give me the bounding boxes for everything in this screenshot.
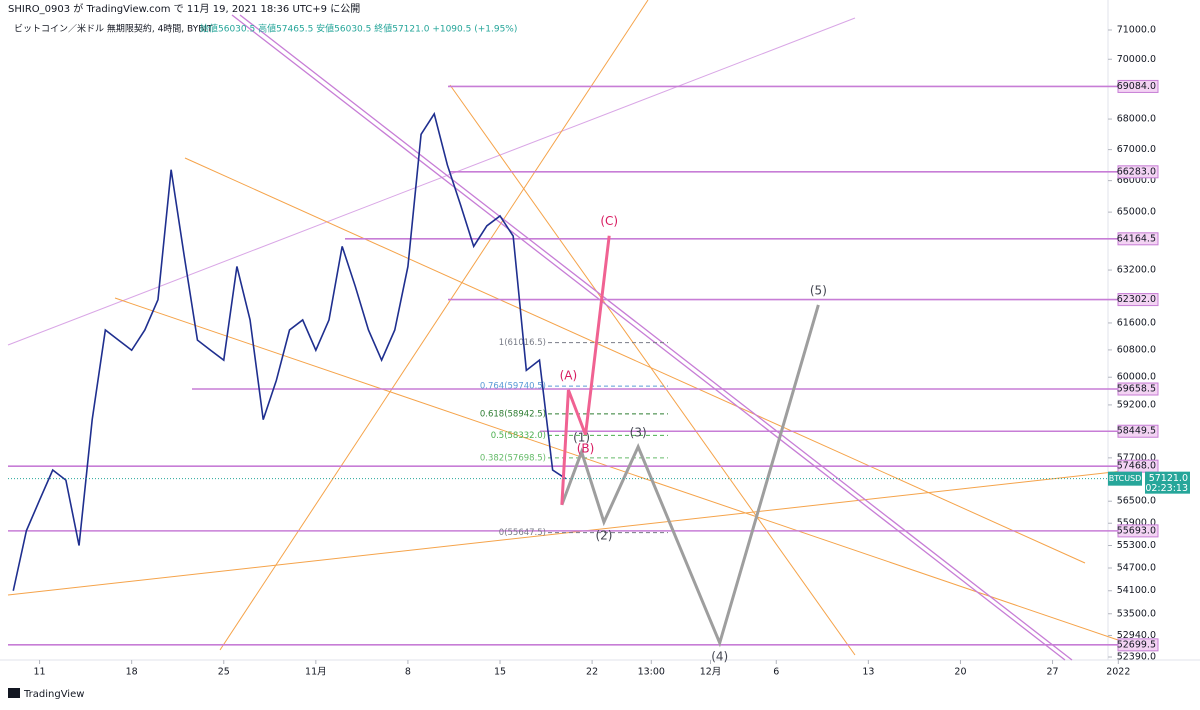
y-tick-label: 54700.0 bbox=[1117, 562, 1156, 573]
trend-line bbox=[231, 14, 1066, 661]
level-tag bbox=[1117, 232, 1159, 246]
level-label: 57468.0 bbox=[1117, 461, 1156, 472]
ohlc: 始値56030.5 高値57465.5 安値56030.5 終値57121.0 … bbox=[200, 23, 517, 35]
y-tick-label: 55900.0 bbox=[1117, 518, 1156, 529]
x-tick-label: 11 bbox=[34, 667, 46, 678]
y-tick-label: 53500.0 bbox=[1117, 608, 1156, 619]
fib-label: 0(55647.5) bbox=[499, 528, 546, 538]
wave-path bbox=[560, 235, 611, 505]
wave-label: (3) bbox=[630, 425, 647, 439]
trend-line bbox=[239, 14, 1073, 661]
symbol-tag bbox=[1108, 471, 1142, 486]
y-tick-label: 55300.0 bbox=[1117, 540, 1156, 551]
x-tick-label: 22 bbox=[586, 667, 598, 678]
x-tick-label: 6 bbox=[773, 667, 779, 678]
x-tick-label: 13:00 bbox=[638, 667, 665, 678]
price-label: 57121.0 bbox=[1149, 473, 1188, 484]
level-label: 58449.5 bbox=[1117, 426, 1156, 437]
y-tick-label: 52940.0 bbox=[1117, 630, 1156, 641]
y-tick-label: 70000.0 bbox=[1117, 54, 1156, 65]
level-label: 62302.0 bbox=[1117, 294, 1156, 305]
level-tag bbox=[1117, 424, 1159, 438]
trend-line bbox=[184, 157, 1086, 564]
y-tick-label: 63200.0 bbox=[1117, 265, 1156, 276]
published: SHIRO_0903 が TradingView.com で 11月 19, 2… bbox=[8, 2, 360, 15]
x-tick-label: 18 bbox=[126, 667, 138, 678]
fib-label: 0.382(57698.5) bbox=[480, 453, 546, 463]
price-line bbox=[12, 111, 567, 591]
level-tag bbox=[1117, 524, 1159, 538]
wave-label: (2) bbox=[595, 529, 612, 543]
level-label: 69084.0 bbox=[1117, 81, 1156, 92]
level-tag bbox=[1117, 638, 1159, 652]
symbol-label: BTCUSD bbox=[1109, 474, 1142, 483]
y-tick-label: 54100.0 bbox=[1117, 585, 1156, 596]
wave-label: (4) bbox=[711, 649, 728, 663]
wave-label: (A) bbox=[560, 368, 578, 382]
level-tag bbox=[1117, 165, 1159, 179]
price-tag bbox=[1145, 471, 1190, 494]
x-tick-label: 25 bbox=[218, 667, 230, 678]
fib-label: 0.764(59740.5) bbox=[480, 382, 546, 392]
fib-label: 0.618(58942.5) bbox=[480, 409, 546, 419]
y-tick-label: 57700.0 bbox=[1117, 452, 1156, 463]
y-tick-label: 66000.0 bbox=[1117, 175, 1156, 186]
trend-line bbox=[449, 84, 856, 656]
brand-logo bbox=[8, 688, 20, 698]
y-tick-label: 67000.0 bbox=[1117, 144, 1156, 155]
x-tick-label: 2022 bbox=[1106, 667, 1130, 678]
x-tick-label: 8 bbox=[405, 667, 411, 678]
fib-label: 0.5(58332.0) bbox=[491, 431, 546, 441]
level-tag bbox=[1117, 382, 1159, 396]
y-tick-label: 61600.0 bbox=[1117, 317, 1156, 328]
x-tick-label: 27 bbox=[1046, 667, 1058, 678]
level-label: 64164.5 bbox=[1117, 233, 1156, 244]
wave-label: (C) bbox=[600, 214, 618, 228]
fib-label: 1(61016.5) bbox=[499, 338, 546, 348]
y-tick-label: 60000.0 bbox=[1117, 372, 1156, 383]
x-tick-label: 15 bbox=[494, 667, 506, 678]
wave-label: (B) bbox=[577, 441, 595, 455]
level-tag bbox=[1117, 79, 1159, 93]
y-tick-label: 59200.0 bbox=[1117, 399, 1156, 410]
x-tick-label: 11月 bbox=[305, 667, 327, 678]
wave-label: (5) bbox=[810, 283, 827, 297]
brand: TradingView bbox=[23, 689, 84, 700]
y-tick-label: 52390.0 bbox=[1117, 652, 1156, 663]
symbol: ビットコイン／米ドル 無期限契約, 4時間, BYBIT bbox=[14, 23, 213, 35]
y-tick-label: 65000.0 bbox=[1117, 207, 1156, 218]
trend-line bbox=[7, 17, 856, 346]
x-tick-label: 20 bbox=[954, 667, 966, 678]
level-tag bbox=[1117, 293, 1159, 307]
y-tick-label: 56500.0 bbox=[1117, 496, 1156, 507]
level-label: 59658.5 bbox=[1117, 384, 1156, 395]
wave-path bbox=[560, 304, 820, 648]
y-tick-label: 68000.0 bbox=[1117, 114, 1156, 125]
y-tick-label: 60800.0 bbox=[1117, 344, 1156, 355]
trend-line bbox=[219, 0, 649, 651]
level-label: 52699.5 bbox=[1117, 639, 1156, 650]
countdown: 02:23:13 bbox=[1145, 483, 1188, 494]
x-tick-label: 13 bbox=[862, 667, 874, 678]
x-tick-label: 12月 bbox=[700, 667, 722, 678]
level-label: 55693.0 bbox=[1117, 525, 1156, 536]
y-tick-label: 71000.0 bbox=[1117, 25, 1156, 36]
level-label: 66283.0 bbox=[1117, 166, 1156, 177]
